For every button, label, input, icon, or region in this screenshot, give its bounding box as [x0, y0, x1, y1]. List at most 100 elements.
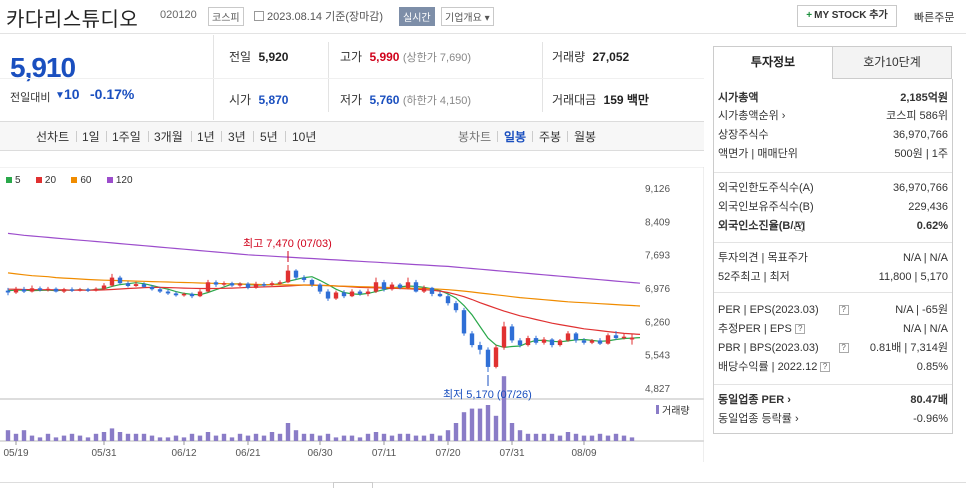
volume-bar — [237, 433, 243, 441]
period-1y[interactable]: 1년 — [197, 130, 215, 144]
candle-body — [229, 283, 235, 286]
volume-bar — [605, 435, 611, 441]
candle-body — [477, 345, 483, 350]
volume-bar — [565, 432, 571, 441]
volume-bar — [461, 412, 467, 441]
candle-body — [509, 326, 515, 341]
divider — [328, 42, 329, 112]
chart-toolbar — [0, 121, 704, 151]
candle-body — [445, 296, 451, 304]
ma-legend: 5 20 60 120 — [6, 172, 145, 186]
help-icon[interactable]: ? — [838, 305, 849, 315]
info-label: 시가총액순위 › — [718, 110, 786, 122]
candle-body — [101, 285, 107, 289]
tab-order-book[interactable]: 호가10단계 — [832, 46, 952, 79]
candle-body — [125, 283, 131, 286]
volume-bar — [525, 433, 531, 441]
help-icon[interactable]: ? — [820, 362, 830, 372]
collapse-handle[interactable] — [333, 482, 373, 488]
legend-ma60: 60 — [71, 175, 97, 186]
candle-chart-button[interactable]: 봉차트 — [458, 130, 492, 144]
help-icon[interactable]: ? — [795, 221, 806, 231]
candle-body — [13, 289, 19, 293]
base-date: 2023.08.14 기준(장마감) — [267, 11, 384, 23]
y-tick-label: 6,976 — [645, 284, 670, 295]
info-value: 11,800 | 5,170 — [878, 271, 948, 283]
candle-body — [389, 284, 395, 290]
high-annotation: 최고 7,470 (07/03) — [243, 237, 332, 250]
info-row: PER | EPS(2023.03)? N/A | -65원 — [718, 302, 948, 319]
info-value: 229,436 — [908, 201, 948, 213]
volume-bar — [157, 437, 163, 441]
candle-body — [149, 286, 155, 290]
candle-body — [141, 284, 147, 287]
candle-daily[interactable]: 일봉 — [504, 130, 527, 144]
price-box — [0, 35, 214, 120]
volume-bar — [61, 435, 67, 441]
volume-bar — [581, 435, 587, 441]
candle-body — [621, 336, 627, 339]
divider — [542, 42, 543, 112]
y-tick-label: 6,260 — [645, 317, 670, 328]
info-label: 투자의견 | 목표주가 — [718, 252, 808, 264]
volume-bar — [117, 432, 123, 441]
candle-body — [613, 335, 619, 339]
candle-body — [301, 277, 307, 280]
divider — [713, 292, 953, 293]
info-value: 0.81배 | 7,314원 — [869, 342, 948, 354]
volume-bar — [165, 437, 171, 441]
info-frame — [713, 79, 953, 434]
divider — [0, 78, 704, 79]
period-1d[interactable]: 1일 — [82, 130, 100, 144]
candle-body — [157, 289, 163, 292]
volume-bar — [93, 433, 99, 441]
info-label: 52주최고 | 최저 — [718, 271, 790, 283]
company-overview-button[interactable]: 기업개요 ▾ — [441, 7, 494, 26]
candle-monthly[interactable]: 월봉 — [574, 130, 597, 144]
x-tick-label: 06/21 — [235, 448, 260, 459]
volume-legend-label: 거래량 — [662, 405, 690, 417]
volume-bar — [21, 430, 27, 441]
period-1w[interactable]: 1주일 — [112, 130, 141, 144]
info-label: 동일업종 등락률 › — [718, 413, 799, 425]
volume-bar — [101, 432, 107, 441]
candle-body — [269, 283, 275, 286]
candle-weekly[interactable]: 주봉 — [539, 130, 562, 144]
candle-body — [573, 333, 579, 341]
divider — [713, 242, 953, 243]
x-tick-label: 06/12 — [171, 448, 196, 459]
help-icon[interactable]: ? — [838, 343, 849, 353]
volume-bar — [629, 437, 635, 441]
candle-body — [533, 338, 539, 343]
volume-bar — [261, 435, 267, 441]
live-badge[interactable]: 실시간 — [399, 7, 435, 26]
volume-bar — [613, 433, 619, 441]
volume-bar — [549, 433, 555, 441]
volume: 거래량 27,052 — [552, 50, 630, 64]
tab-invest-info[interactable]: 투자정보 — [713, 46, 833, 79]
down-arrow-icon: ▼ — [55, 90, 65, 101]
volume-bar — [621, 435, 627, 441]
x-tick-label: 05/19 — [3, 448, 28, 459]
volume-bar — [309, 433, 315, 441]
candle-body — [493, 347, 499, 367]
candle-body — [181, 293, 187, 296]
candle-body — [365, 291, 371, 294]
line-chart-button[interactable]: 선차트 — [36, 130, 70, 144]
candlestick-chart[interactable]: 9,126 8,409 7,693 6,976 6,260 5,543 4,827 05/19… — [0, 167, 704, 462]
period-3y[interactable]: 3년 — [228, 130, 246, 144]
volume-bar — [149, 435, 155, 441]
ma20-line — [8, 284, 641, 335]
volume-bar — [421, 435, 427, 441]
my-stock-add-button[interactable]: + MY STOCK 추가 — [797, 5, 897, 27]
period-5y[interactable]: 5년 — [260, 130, 278, 144]
info-value: N/A | -65원 — [895, 304, 948, 316]
help-icon[interactable]: ? — [795, 324, 806, 334]
my-stock-label: MY STOCK 추가 — [814, 10, 888, 21]
period-3m[interactable]: 3개월 — [154, 130, 183, 144]
candle-body — [5, 290, 11, 293]
volume-bar — [437, 435, 443, 441]
info-value: 코스피 586위 — [886, 110, 948, 122]
period-10y[interactable]: 10년 — [292, 130, 317, 144]
quick-order-link[interactable]: 빠른주문 — [914, 12, 955, 24]
